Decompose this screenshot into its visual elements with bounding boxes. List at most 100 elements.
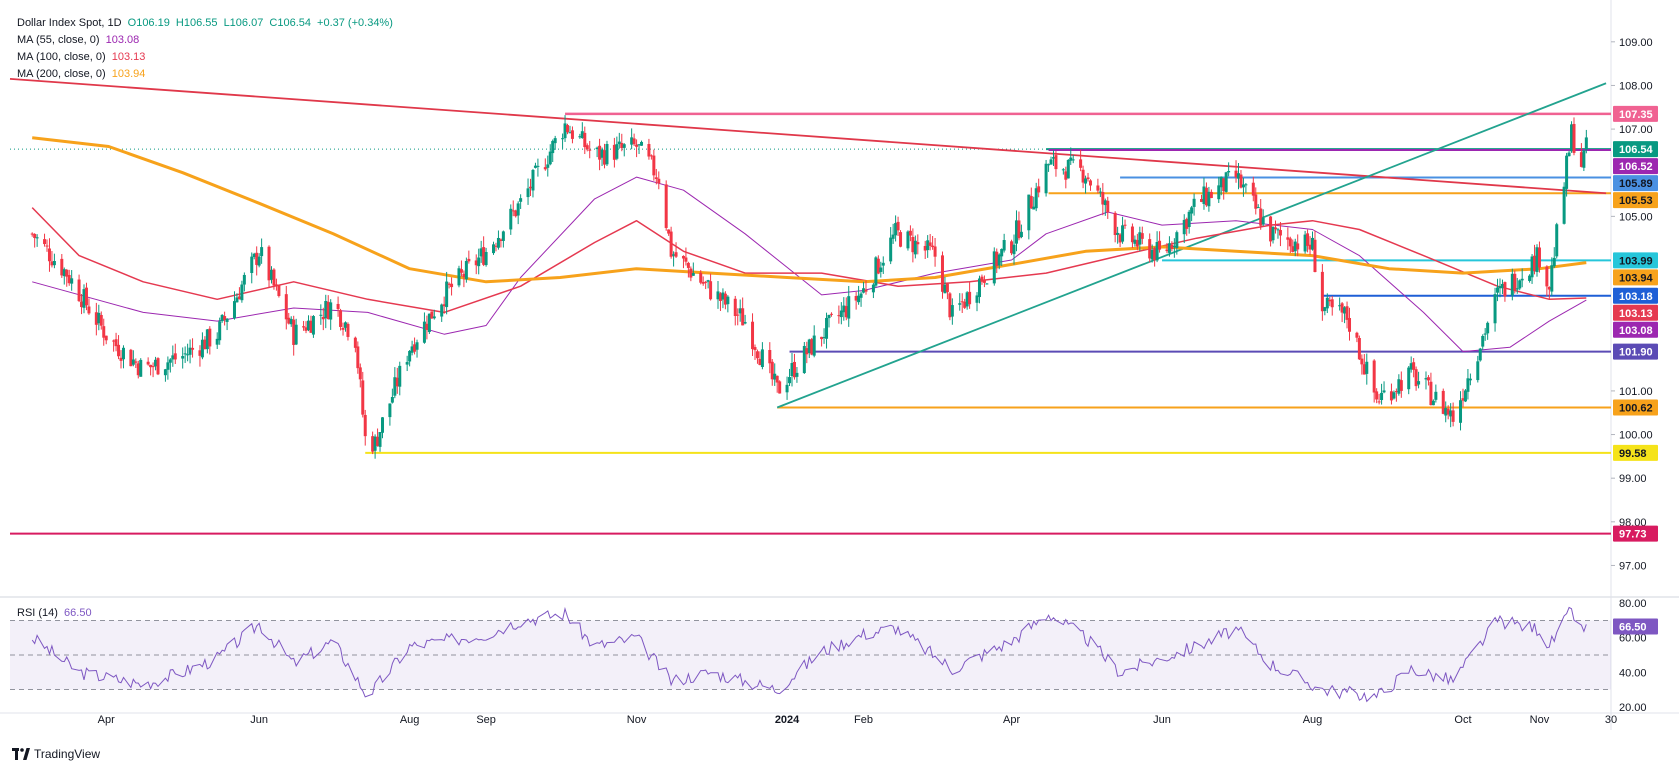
- y-tick-label: 100.00: [1619, 430, 1653, 442]
- candle-body: [908, 230, 912, 236]
- candle-body: [950, 305, 954, 317]
- candle-body: [1377, 401, 1381, 403]
- candle-body: [1244, 184, 1248, 186]
- candle-body: [1106, 200, 1110, 213]
- ma100-legend[interactable]: MA (100, close, 0) 103.13: [17, 49, 145, 65]
- candle-body: [240, 284, 244, 301]
- candle-body: [1051, 157, 1055, 159]
- candle-body: [215, 338, 219, 345]
- candle-body: [1451, 410, 1455, 422]
- candle-body: [1286, 237, 1290, 240]
- ma200-legend[interactable]: MA (200, close, 0) 103.94: [17, 66, 145, 82]
- price-label-bg: [1613, 269, 1658, 286]
- candle-body: [1444, 408, 1448, 416]
- candle-body: [1027, 194, 1031, 231]
- candle-body: [1029, 196, 1033, 209]
- candle-body: [1207, 191, 1211, 207]
- candle-body: [121, 347, 125, 360]
- candle-body: [820, 336, 824, 340]
- candle-body: [1518, 280, 1522, 289]
- candle-body: [151, 366, 155, 368]
- x-tick-label: Sep: [476, 714, 496, 726]
- candle-body: [171, 355, 175, 360]
- tradingview-logo[interactable]: TradingView: [12, 747, 100, 761]
- candle-body: [1340, 303, 1344, 313]
- candle-body: [1550, 265, 1554, 292]
- price-label: 105.53: [1619, 195, 1653, 207]
- candle-body: [965, 292, 969, 307]
- candle-body: [985, 283, 989, 285]
- candle-body: [1496, 287, 1500, 293]
- candle-body: [97, 312, 101, 324]
- candle-body: [361, 380, 365, 415]
- candle-body: [1204, 187, 1208, 206]
- candle-body: [474, 260, 478, 266]
- candle-body: [218, 321, 222, 341]
- candle-body: [1503, 282, 1507, 297]
- candle-body: [84, 287, 88, 306]
- candle-body: [1241, 184, 1245, 188]
- symbol-interval[interactable]: 1D: [107, 17, 122, 29]
- ma55-legend[interactable]: MA (55, close, 0) 103.08: [17, 32, 139, 48]
- candle-body: [1500, 283, 1504, 289]
- candle-body: [464, 261, 468, 280]
- candle-body: [257, 256, 261, 266]
- candle-body: [390, 396, 394, 403]
- candle-body: [1130, 226, 1134, 243]
- price-label-bg: [1613, 252, 1658, 269]
- candle-body: [378, 432, 382, 447]
- candle-body: [104, 335, 108, 341]
- ma100-label: MA (100, close, 0): [17, 51, 106, 63]
- candle-body: [664, 184, 668, 228]
- candle-body: [1328, 299, 1332, 302]
- candle-body: [405, 362, 409, 365]
- rsi-value: 66.50: [64, 607, 92, 619]
- candle-body: [1199, 199, 1203, 202]
- candle-body: [709, 281, 713, 300]
- candle-body: [1303, 234, 1307, 252]
- candle-body: [1190, 207, 1194, 214]
- candle-body: [292, 319, 296, 345]
- candle-body: [1061, 169, 1065, 171]
- rsi-legend[interactable]: RSI (14) 66.50: [17, 605, 92, 621]
- candle-body: [706, 280, 710, 282]
- candle-body: [163, 369, 167, 376]
- candle-body: [1394, 391, 1398, 393]
- candle-body: [94, 312, 98, 325]
- candle-body: [605, 144, 609, 165]
- candle-body: [570, 130, 574, 139]
- candle-body: [603, 150, 607, 165]
- candle-body: [1567, 152, 1571, 157]
- candle-body: [566, 125, 570, 133]
- candle-body: [553, 138, 557, 144]
- candle-body: [1135, 240, 1139, 247]
- candle-body: [1426, 377, 1430, 381]
- candle-body: [1528, 275, 1532, 281]
- symbol-name[interactable]: Dollar Index Spot: [17, 17, 102, 29]
- candle-body: [768, 349, 772, 364]
- price-label-bg: [1613, 399, 1658, 416]
- candle-body: [1446, 408, 1450, 415]
- price-label-bg: [1613, 175, 1658, 192]
- candle-body: [198, 350, 202, 356]
- candle-body: [1389, 391, 1393, 401]
- candle-body: [52, 261, 56, 266]
- ma200-label: MA (200, close, 0): [17, 68, 106, 80]
- candle-body: [341, 328, 345, 330]
- candle-body: [928, 242, 932, 246]
- candle-body: [1431, 400, 1435, 406]
- candle-body: [533, 165, 537, 168]
- candle-body: [615, 144, 619, 159]
- candle-body: [630, 137, 634, 145]
- x-tick-label: 30: [1605, 714, 1617, 726]
- candle-body: [112, 340, 116, 342]
- candle-body: [1259, 208, 1263, 226]
- candle-body: [726, 296, 730, 305]
- price-label: 103.18: [1619, 291, 1653, 303]
- candle-body: [284, 294, 288, 320]
- candle-body: [622, 144, 626, 148]
- candle-body: [371, 436, 375, 452]
- candle-body: [1306, 233, 1310, 246]
- candle-body: [640, 141, 644, 146]
